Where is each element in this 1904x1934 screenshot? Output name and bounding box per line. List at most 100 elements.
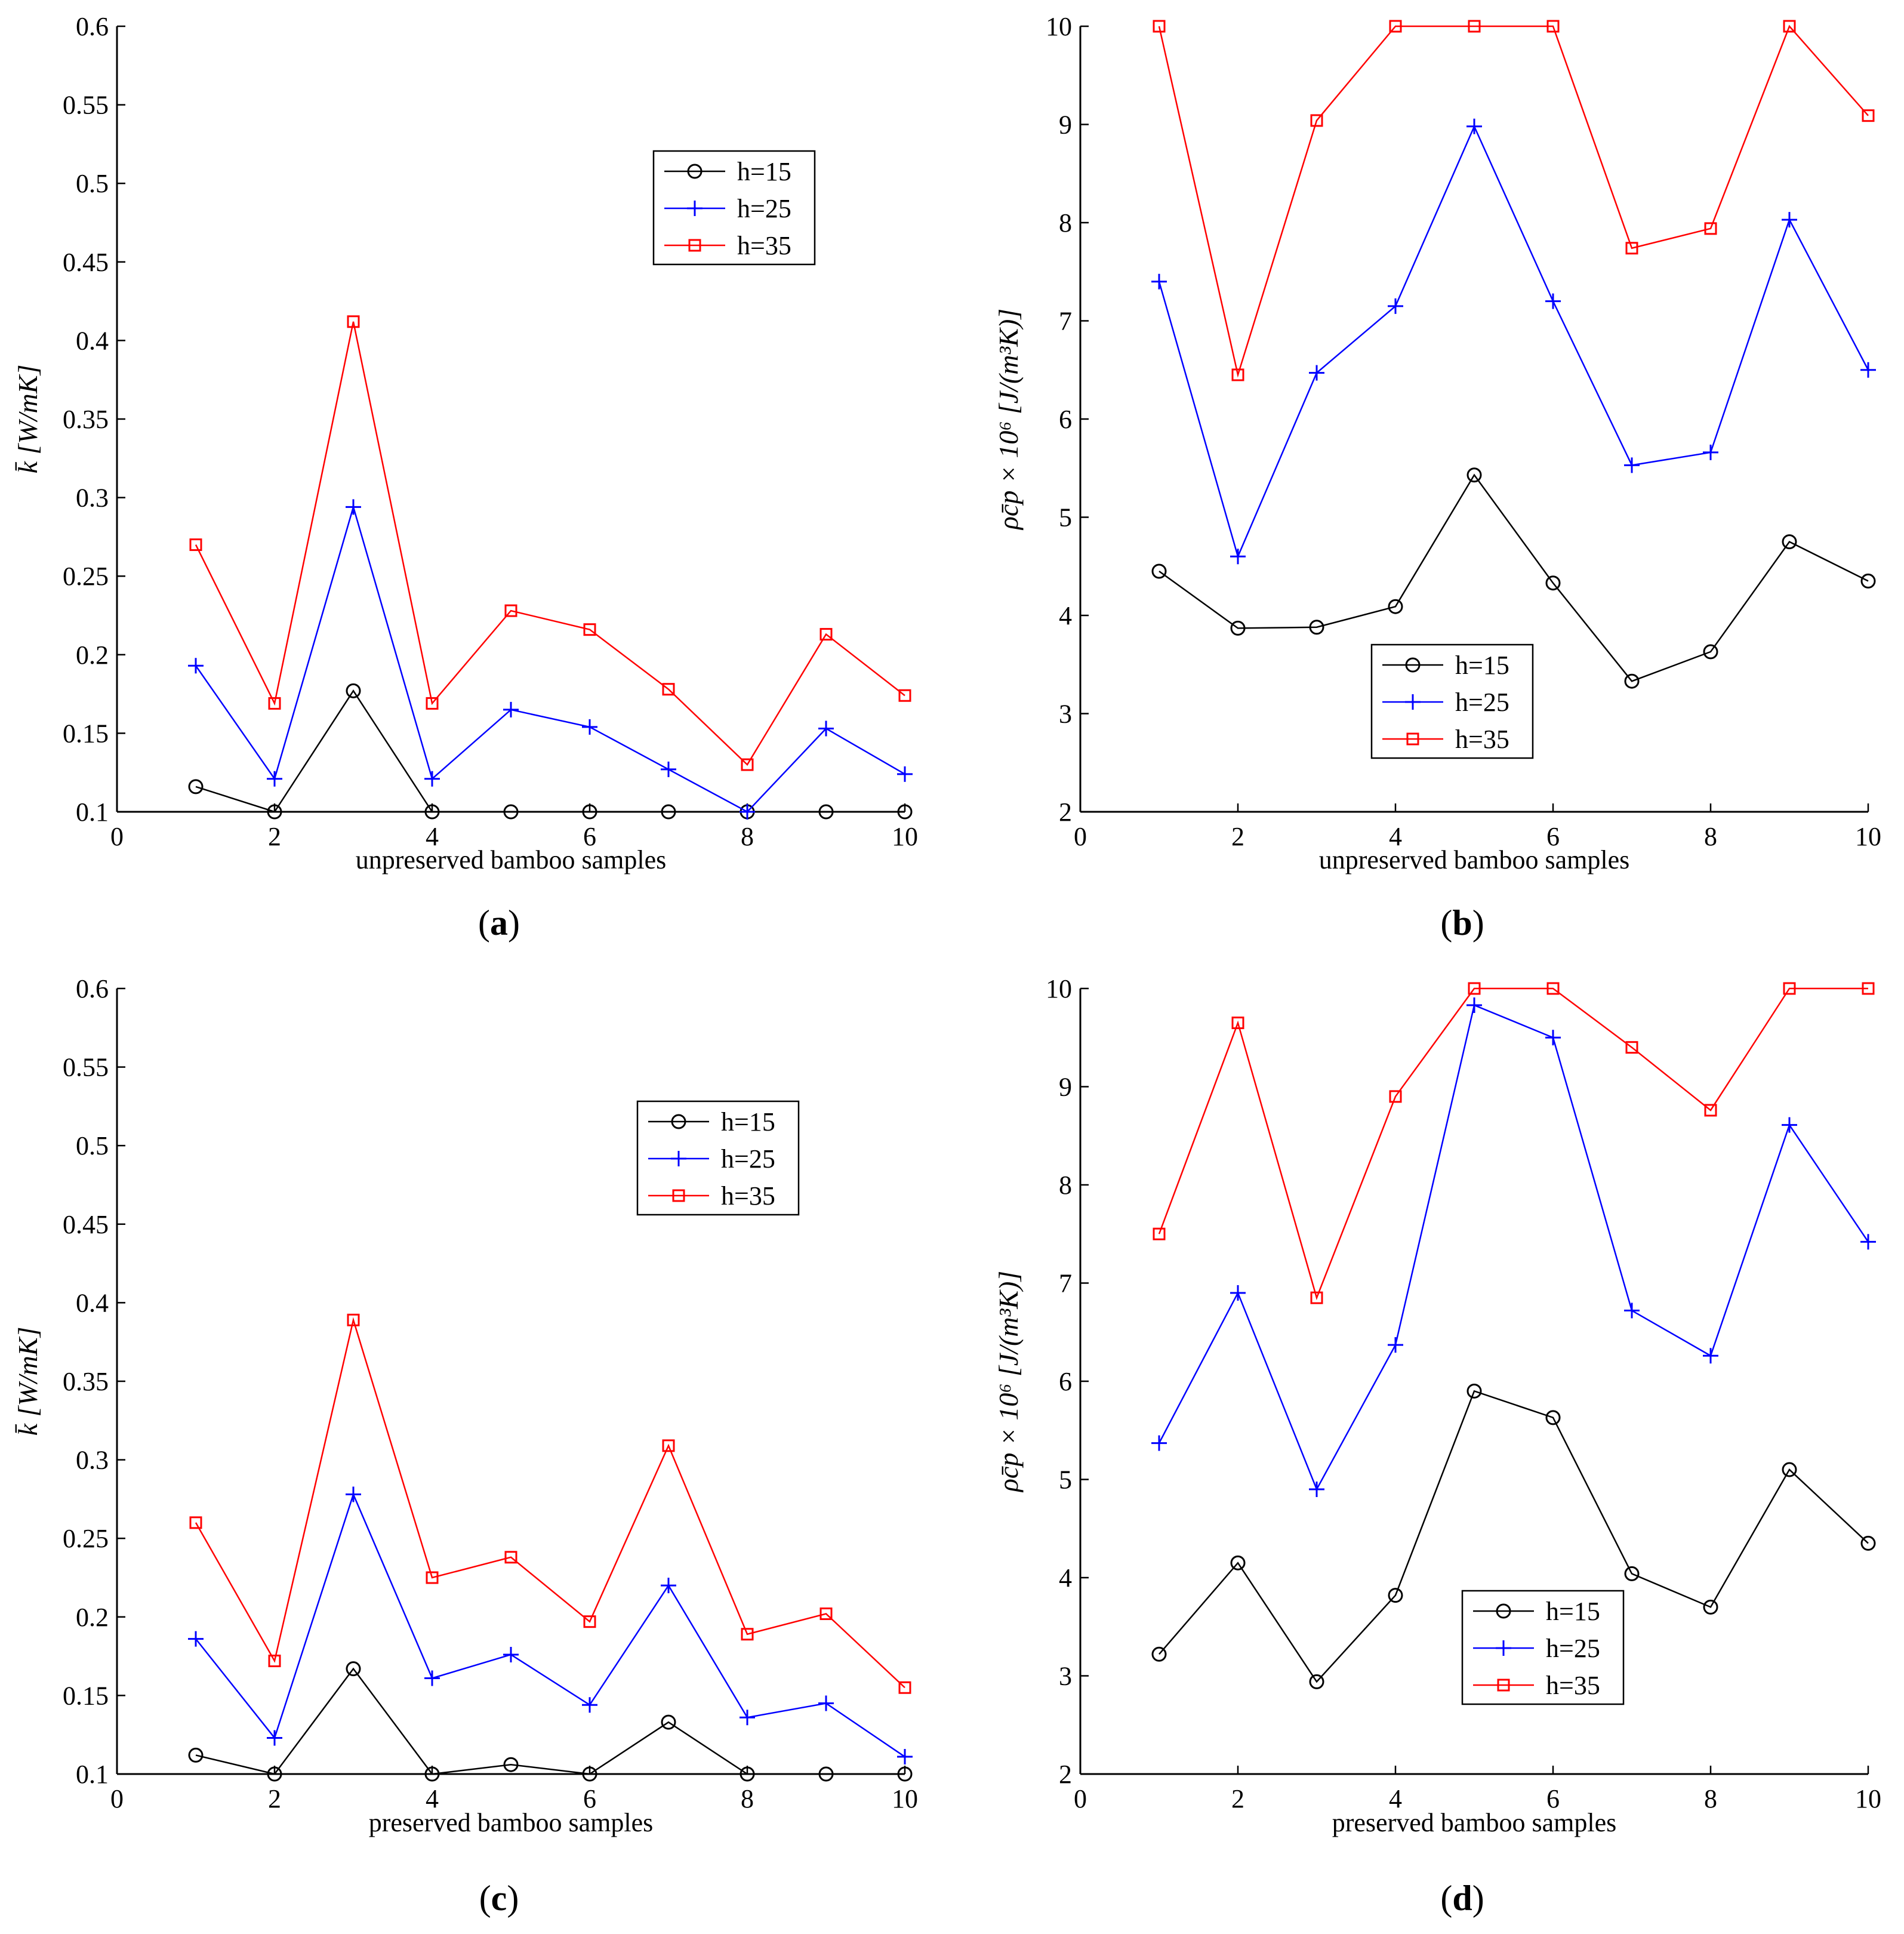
x-tick-label: 10 [892,1784,918,1813]
y-tick-label: 0.2 [76,640,109,670]
data-point [346,1661,361,1677]
data-point [1153,20,1166,33]
legend: h=15 h=25 h=35 [1461,1590,1625,1705]
y-axis-label: k̄ [W/mK] [13,365,43,474]
data-point [1468,20,1481,33]
y-tick-label: 0.35 [63,405,109,434]
data-point [267,804,282,820]
data-point [740,1766,755,1782]
x-tick-label: 6 [583,822,596,851]
series-h=15 [188,683,913,820]
data-point [1309,620,1324,635]
data-point [424,1766,440,1782]
series-line [1158,124,1869,559]
data-point [819,628,833,641]
x-tick-label: 4 [1389,1784,1402,1813]
panel-label: (d) [1440,1878,1484,1918]
legend-marker [1497,1679,1510,1692]
legend-marker [672,1189,685,1202]
y-tick-label: 0.3 [76,483,109,513]
y-tick-label: 10 [1046,974,1072,1003]
series-line [195,321,905,766]
data-point [1545,1410,1561,1425]
series-line [195,1317,905,1689]
y-tick-label: 8 [1059,1171,1072,1200]
y-tick-label: 8 [1059,208,1072,238]
legend-marker [671,1151,686,1166]
y-tick-label: 4 [1059,601,1072,630]
data-point [1151,563,1167,579]
data-point [1466,997,1482,1013]
legend: h=15 h=25 h=35 [1370,643,1534,759]
legend-marker [688,239,701,252]
series-h=35 [189,1313,911,1694]
data-point [661,1578,676,1594]
legend-label: h=25 [721,1144,775,1174]
data-point [188,658,204,674]
data-point [504,1551,517,1564]
data-point [1783,982,1796,995]
data-point [426,1571,439,1584]
data-point [818,1695,834,1711]
y-tick-label: 3 [1059,1662,1072,1691]
data-point [740,804,755,820]
series-h=25 [1151,997,1876,1497]
legend-label: h=25 [737,194,791,223]
chart-panel-c: 0 2 4 6 8 10 0.1 0.15 0.2 0.25 0.3 0.35 0.4 0.45 0.5 0.… [13,974,918,1918]
y-tick-label: 7 [1059,307,1072,336]
y-tick-label: 7 [1059,1269,1072,1298]
data-point [897,1766,913,1782]
data-point [1466,118,1482,134]
data-point [1388,599,1403,614]
data-point [1624,1566,1640,1581]
series-h=35 [1153,982,1875,1304]
x-tick-label: 4 [426,822,439,851]
data-point [1862,109,1875,122]
y-tick-label: 0.45 [63,248,109,277]
series-h=25 [188,499,913,820]
y-tick-label: 0.15 [63,1681,109,1710]
legend-label: h=35 [737,231,791,260]
panel-label: (b) [1440,903,1484,943]
y-tick-label: 0.1 [76,797,109,827]
data-point [661,761,676,777]
data-point [1546,982,1560,995]
legend-marker [1496,1640,1511,1656]
chart-panel-a: 0 2 4 6 8 10 0.1 0.15 0.2 0.25 0.3 0.35 0.4 0.45 0.5 0.… [13,12,918,943]
legend-marker [1405,657,1421,673]
legend-label: h=25 [1546,1634,1600,1663]
x-tick-label: 2 [1231,1784,1244,1813]
data-point [1782,1117,1797,1133]
series-line [1158,987,1868,1301]
data-point [1624,457,1640,473]
y-tick-label: 5 [1059,503,1072,532]
data-point [662,683,675,696]
y-tick-label: 0.4 [76,1288,109,1317]
data-point [1466,1383,1482,1399]
data-point [662,1439,675,1452]
data-point [741,758,754,771]
data-point [1704,222,1717,235]
y-tick-label: 0.3 [76,1446,109,1475]
data-point [897,804,913,820]
x-tick-label: 8 [741,822,754,851]
data-point [1546,20,1560,33]
y-tick-label: 0.25 [63,562,109,591]
data-point [1231,1017,1244,1030]
data-point [346,1486,361,1502]
y-tick-label: 0.25 [63,1524,109,1553]
data-point [346,683,361,698]
y-tick-label: 10 [1046,12,1072,41]
x-tick-label: 10 [1855,1784,1881,1813]
data-point [503,1646,519,1662]
legend-label: h=15 [1546,1597,1600,1626]
data-point [1388,1588,1403,1603]
x-tick-label: 4 [1389,822,1402,851]
legend-label: h=15 [721,1107,775,1137]
x-axis-label: preserved bamboo samples [1332,1808,1617,1837]
data-point [582,1766,597,1782]
data-point [347,315,360,328]
data-point [1860,362,1876,378]
data-point [1545,575,1561,591]
